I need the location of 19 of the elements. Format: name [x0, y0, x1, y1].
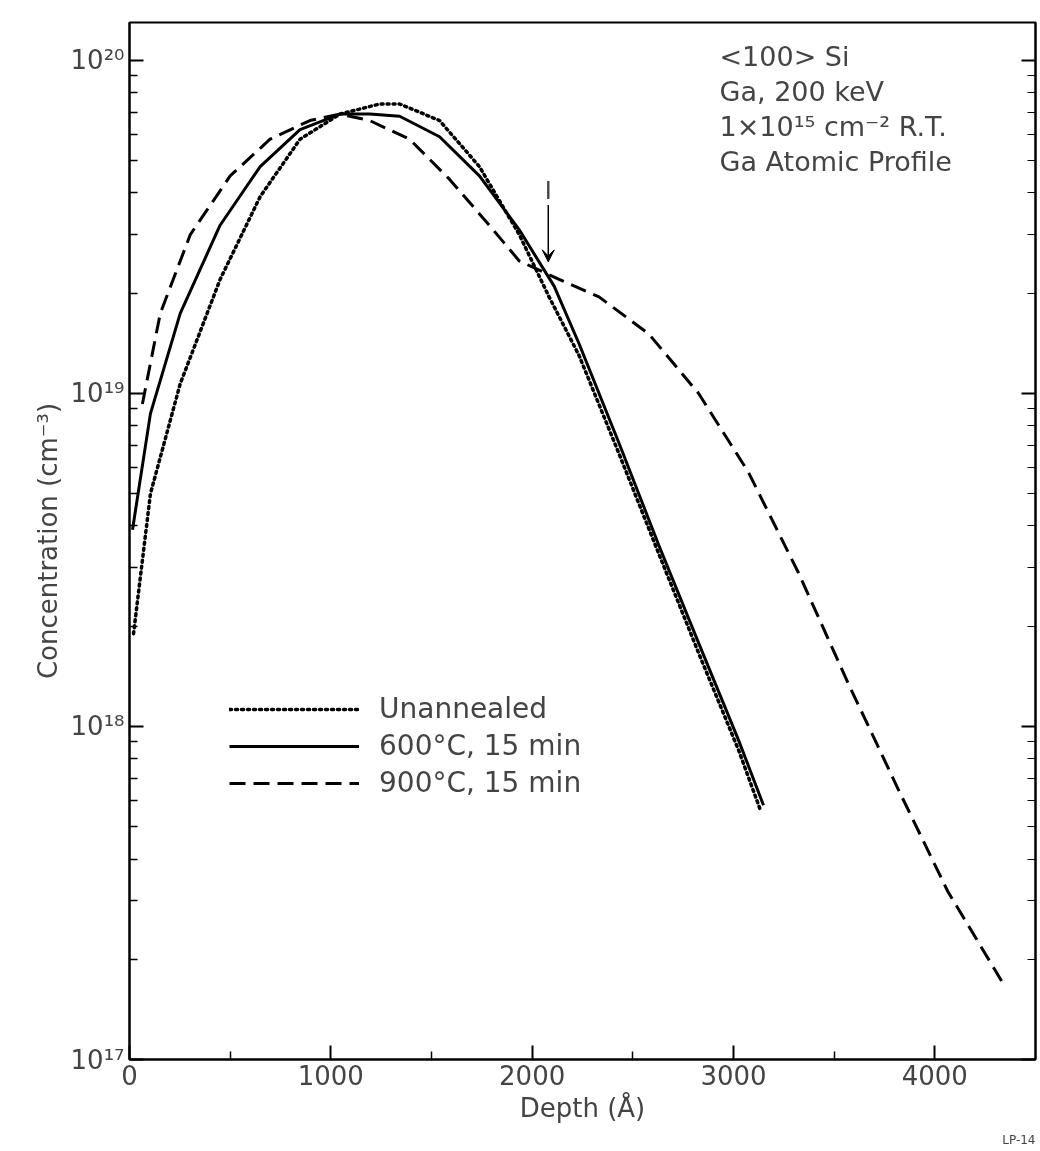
y-tick-label: 10²⁰ [70, 45, 125, 76]
legend-label: 900°C, 15 min [379, 766, 582, 799]
x-tick-label: 4000 [901, 1060, 968, 1091]
y-axis-title: Concentration (cm⁻³) [32, 402, 63, 680]
annotation: Ga Atomic Profile [719, 146, 952, 177]
x-tick-label: 1000 [297, 1060, 364, 1091]
annotation: Ga, 200 keV [719, 76, 885, 107]
x-axis-title: Depth (Å) [519, 1091, 646, 1123]
annotation: 1×10¹⁵ cm⁻² R.T. [719, 111, 947, 142]
annotation: I [544, 177, 552, 206]
legend-label: Unannealed [379, 692, 548, 725]
x-tick-label: 2000 [499, 1060, 566, 1091]
annotation: <100> Si [719, 41, 850, 72]
x-tick-label: 0 [121, 1060, 138, 1091]
text: LP-14 [1002, 1132, 1036, 1147]
legend-label: 600°C, 15 min [379, 729, 582, 762]
y-tick-label: 10¹⁹ [70, 378, 125, 409]
y-tick-label: 10¹⁸ [70, 711, 125, 742]
x-tick-label: 3000 [700, 1060, 767, 1091]
